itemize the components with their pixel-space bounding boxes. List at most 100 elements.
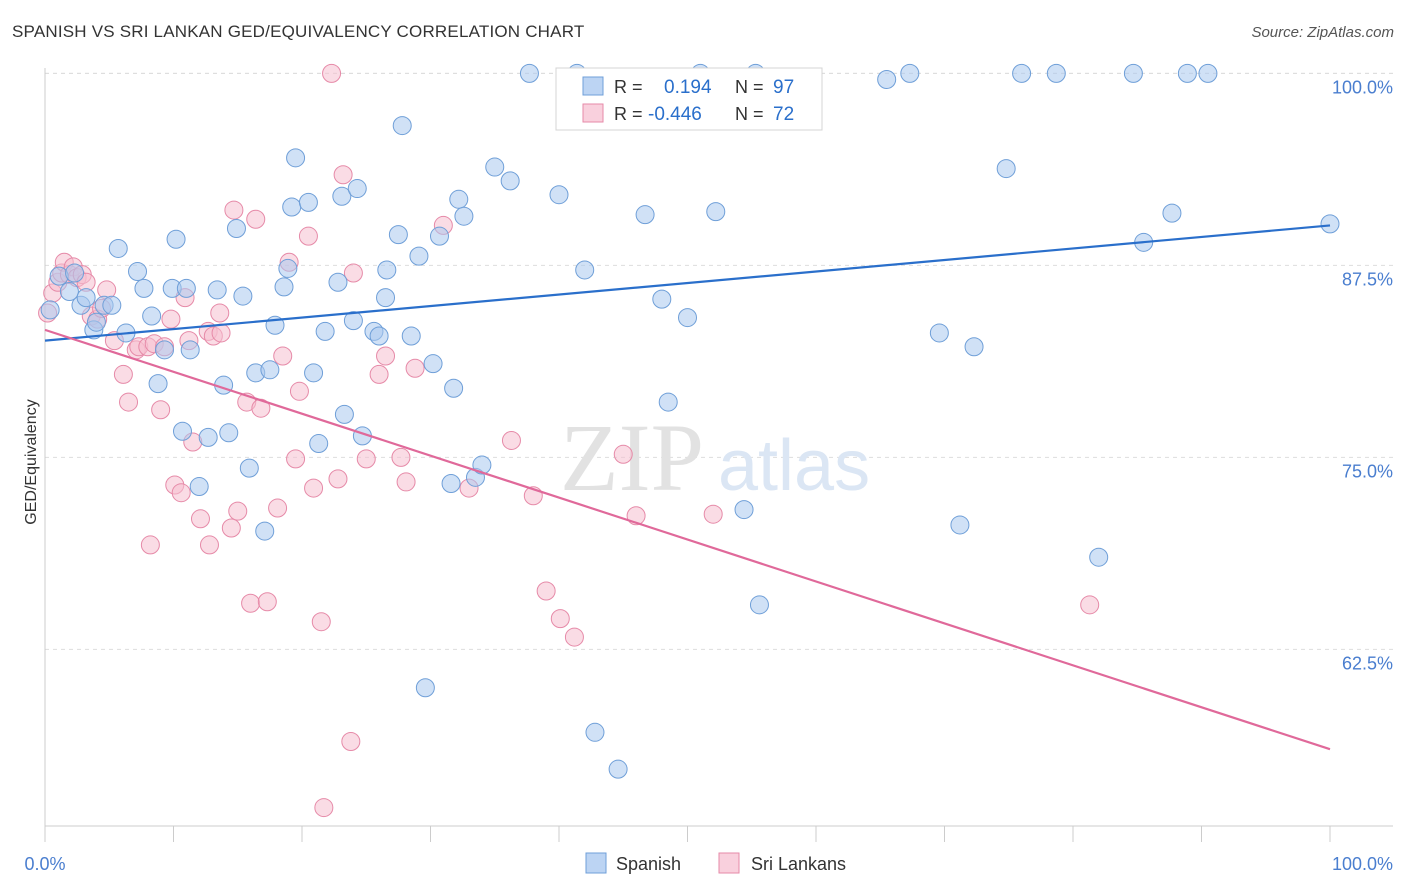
srilankan-trend-line <box>44 328 1331 751</box>
spanish-point <box>1198 63 1218 83</box>
spanish-point <box>1046 63 1066 83</box>
srilankan-point <box>171 483 191 503</box>
spanish-point <box>635 205 655 225</box>
spanish-point <box>519 63 539 83</box>
spanish-point <box>376 288 396 308</box>
spanish-point <box>734 500 754 520</box>
srilankan-point <box>613 444 633 464</box>
spanish-point <box>86 312 106 332</box>
spanish-point <box>172 421 192 441</box>
spanish-point <box>678 308 697 328</box>
spanish-point <box>332 186 352 206</box>
srilankan-point <box>246 209 266 229</box>
spanish-trend-line <box>44 224 1331 342</box>
bottom-swatch-spanish <box>585 852 607 874</box>
srilankan-point <box>140 535 160 555</box>
srilankan-point <box>1080 595 1100 615</box>
legend-n-label-1: N = <box>735 77 764 97</box>
srilankan-point <box>314 798 334 818</box>
spanish-point <box>189 477 209 497</box>
spanish-point <box>166 229 186 249</box>
srilankan-point <box>311 612 331 632</box>
spanish-point <box>950 515 970 535</box>
spanish-point <box>441 473 461 493</box>
srilankan-point <box>210 303 230 323</box>
gridlines <box>45 72 1393 650</box>
srilankan-point <box>286 449 306 469</box>
chart-title: SPANISH VS SRI LANKAN GED/EQUIVALENCY CO… <box>12 22 585 41</box>
srilankan-point <box>341 732 361 752</box>
spanish-point <box>176 278 196 298</box>
spanish-point <box>274 277 294 297</box>
bottom-label-srilankan: Sri Lankans <box>751 854 846 874</box>
series-legend: Spanish Sri Lankans <box>585 852 846 874</box>
spanish-point <box>304 363 324 383</box>
legend-r-value-2: -0.446 <box>648 104 702 125</box>
spanish-point <box>409 246 429 266</box>
srilankan-point <box>356 449 376 469</box>
spanish-point <box>40 300 60 320</box>
spanish-point <box>65 263 85 283</box>
spanish-point <box>142 306 162 326</box>
spanish-point <box>278 258 298 278</box>
spanish-point <box>429 226 449 246</box>
srilankan-point <box>304 478 324 498</box>
spanish-point <box>108 238 128 258</box>
srilankan-point <box>113 364 133 384</box>
spanish-point <box>652 289 672 309</box>
spanish-point <box>1123 63 1143 83</box>
srilankan-point <box>211 323 231 343</box>
y-tick-label: 62.5% <box>1342 653 1393 673</box>
spanish-point <box>1162 203 1182 223</box>
spanish-point <box>608 759 628 779</box>
srilankan-point <box>376 346 396 366</box>
spanish-point <box>369 326 389 346</box>
legend-r-value-1: 0.194 <box>664 77 712 98</box>
srilankan-point <box>333 165 353 185</box>
trend-lines <box>44 224 1331 751</box>
spanish-point <box>226 218 246 238</box>
srilankan-point <box>257 592 277 612</box>
srilankan-point <box>564 627 584 647</box>
spanish-point <box>298 192 318 212</box>
spanish-point <box>1177 63 1197 83</box>
spanish-point <box>472 455 492 475</box>
bottom-swatch-srilankan <box>718 852 740 874</box>
srilankan-point <box>228 501 248 521</box>
x-tick-label: 0.0% <box>24 854 65 874</box>
spanish-point <box>1012 63 1032 83</box>
srilankan-point <box>405 358 425 378</box>
srilankan-point <box>151 400 171 420</box>
srilankan-point <box>391 447 411 467</box>
spanish-point <box>415 678 435 698</box>
y-tick-label: 87.5% <box>1342 269 1393 289</box>
srilankan-point <box>199 535 219 555</box>
srilankan-point <box>161 309 181 329</box>
spanish-point <box>59 281 79 301</box>
spanish-point <box>155 340 175 360</box>
srilankan-point <box>550 609 570 629</box>
spanish-point <box>500 171 520 191</box>
srilankan-point <box>328 469 348 489</box>
spanish-point <box>444 378 464 398</box>
spanish-point <box>309 434 329 454</box>
x-tick-label: 100.0% <box>1332 854 1393 874</box>
spanish-point <box>347 179 367 199</box>
spanish-point <box>286 148 306 168</box>
spanish-point <box>485 157 505 177</box>
spanish-point <box>585 722 605 742</box>
spanish-point <box>134 278 154 298</box>
srilankan-point <box>501 430 521 450</box>
spanish-point <box>900 63 920 83</box>
spanish-point <box>76 288 96 308</box>
spanish-point <box>706 202 726 222</box>
spanish-point <box>102 295 122 315</box>
srilankan-point <box>224 200 244 220</box>
srilankan-point <box>268 498 288 518</box>
watermark-atlas: atlas <box>718 426 870 506</box>
spanish-point <box>328 272 348 292</box>
spanish-point <box>392 116 412 136</box>
tick-labels: 62.5% 75.0% 87.5% 100.0% 0.0% 100.0% <box>24 77 1393 874</box>
spanish-points <box>40 63 1340 779</box>
